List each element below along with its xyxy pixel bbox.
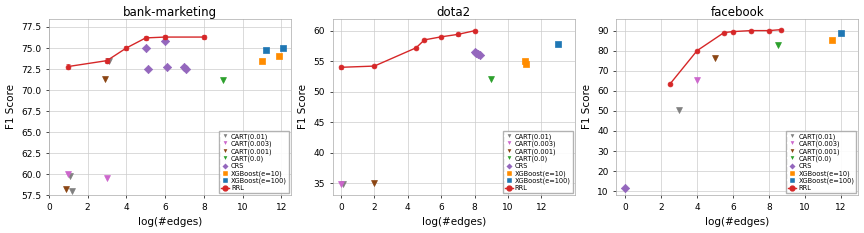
Point	[63, 174, 77, 178]
Point	[276, 46, 290, 50]
Point	[824, 38, 838, 41]
Point	[708, 56, 722, 60]
Point	[259, 48, 273, 51]
Point	[771, 43, 785, 47]
Point	[485, 78, 499, 81]
Point	[469, 51, 483, 55]
Point	[467, 50, 481, 54]
Point	[272, 55, 286, 58]
Point	[180, 67, 194, 71]
Y-axis label: F1 Score: F1 Score	[5, 84, 16, 129]
Point	[690, 78, 704, 82]
Point	[255, 59, 269, 62]
Point	[519, 62, 533, 66]
Point	[518, 59, 531, 63]
Point	[98, 77, 112, 81]
X-axis label: log(#edges): log(#edges)	[705, 217, 770, 227]
Point	[334, 182, 348, 186]
Point	[61, 172, 75, 176]
Point	[551, 42, 565, 46]
Point	[100, 177, 114, 180]
Legend: CART(0.01), CART(0.003), CART(0.001), CART(0.0), CRS, XGBoost(e=10), XGBoost(e=1: CART(0.01), CART(0.003), CART(0.001), CA…	[503, 131, 573, 193]
Point	[473, 53, 486, 57]
Point	[139, 46, 153, 50]
Legend: CART(0.01), CART(0.003), CART(0.001), CART(0.0), CRS, XGBoost(e=10), XGBoost(e=1: CART(0.01), CART(0.003), CART(0.001), CA…	[786, 131, 856, 193]
Point	[65, 189, 79, 193]
Point	[619, 186, 632, 190]
Point	[60, 188, 73, 191]
Y-axis label: F1 Score: F1 Score	[581, 84, 592, 129]
Point	[177, 65, 191, 68]
Legend: CART(0.01), CART(0.003), CART(0.001), CART(0.0), CRS, XGBoost(e=10), XGBoost(e=1: CART(0.01), CART(0.003), CART(0.001), CA…	[219, 131, 289, 193]
Point	[834, 31, 848, 34]
Point	[160, 65, 174, 68]
Point	[672, 108, 686, 112]
X-axis label: log(#edges): log(#edges)	[422, 217, 486, 227]
Point	[367, 181, 381, 185]
Point	[216, 78, 230, 82]
Y-axis label: F1 Score: F1 Score	[298, 84, 308, 129]
Point	[158, 39, 172, 43]
Point	[336, 182, 350, 186]
Title: bank-marketing: bank-marketing	[123, 6, 217, 19]
Point	[102, 59, 116, 62]
X-axis label: log(#edges): log(#edges)	[137, 217, 202, 227]
Point	[471, 52, 485, 56]
Title: dota2: dota2	[436, 6, 471, 19]
Title: facebook: facebook	[710, 6, 765, 19]
Point	[141, 67, 155, 71]
